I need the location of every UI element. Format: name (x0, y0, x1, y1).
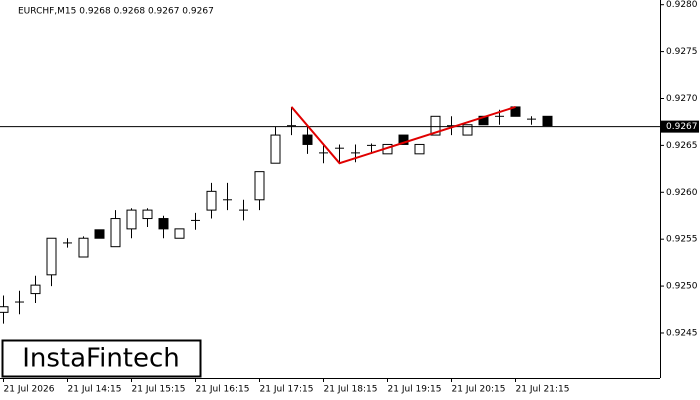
candle-body (126, 209, 137, 230)
x-tick-label: 21 Jul 14:15 (68, 385, 122, 395)
candle-body (46, 237, 57, 276)
candle-body (430, 115, 441, 136)
candle-body (78, 237, 89, 258)
candle-body (462, 124, 473, 136)
x-tick-label: 21 Jul 15:15 (132, 385, 186, 395)
chart-title: EURCHF,M15 0.9268 0.9268 0.9267 0.9267 (18, 7, 214, 17)
brand-box (1, 339, 202, 378)
y-tick-label: 0.9250 (666, 282, 698, 292)
x-tick-label: 21 Jul 20:15 (452, 385, 506, 395)
candle-body (302, 134, 313, 145)
current-price-label: 0.9267 (666, 122, 698, 132)
candle-body (206, 190, 217, 211)
x-tick-label: 21 Jul 19:15 (388, 385, 442, 395)
candle-body (110, 218, 121, 248)
y-tick-label: 0.9270 (666, 94, 698, 104)
candle-body (174, 228, 185, 239)
y-tick-label: 0.9260 (666, 188, 698, 198)
y-tick-label: 0.9280 (666, 0, 698, 10)
candle-body (142, 209, 153, 220)
candle-body (414, 143, 425, 155)
x-tick-label: 21 Jul 16:15 (196, 385, 250, 395)
x-tick-label: 21 Jul 17:15 (260, 385, 314, 395)
y-tick-label: 0.9255 (666, 235, 698, 245)
candle-body (94, 229, 105, 239)
candle-body (0, 306, 9, 313)
x-tick-label: 21 Jul 18:15 (324, 385, 378, 395)
candle-body (542, 115, 553, 127)
candle-body (158, 218, 169, 230)
current-price-box (661, 120, 699, 133)
y-tick-label: 0.9265 (666, 141, 698, 151)
candle-body (398, 134, 409, 145)
brand-logo: InstaFintech (22, 344, 180, 374)
candle-body (30, 284, 41, 295)
candle-body (254, 171, 265, 201)
pattern-line (290, 105, 516, 165)
y-tick-label: 0.9275 (666, 47, 698, 57)
y-tick-label: 0.9245 (666, 328, 698, 338)
x-tick-label: 21 Jul 21:15 (516, 385, 570, 395)
candle-body (270, 134, 281, 164)
x-tick-label: 21 Jul 2026 (4, 385, 55, 395)
